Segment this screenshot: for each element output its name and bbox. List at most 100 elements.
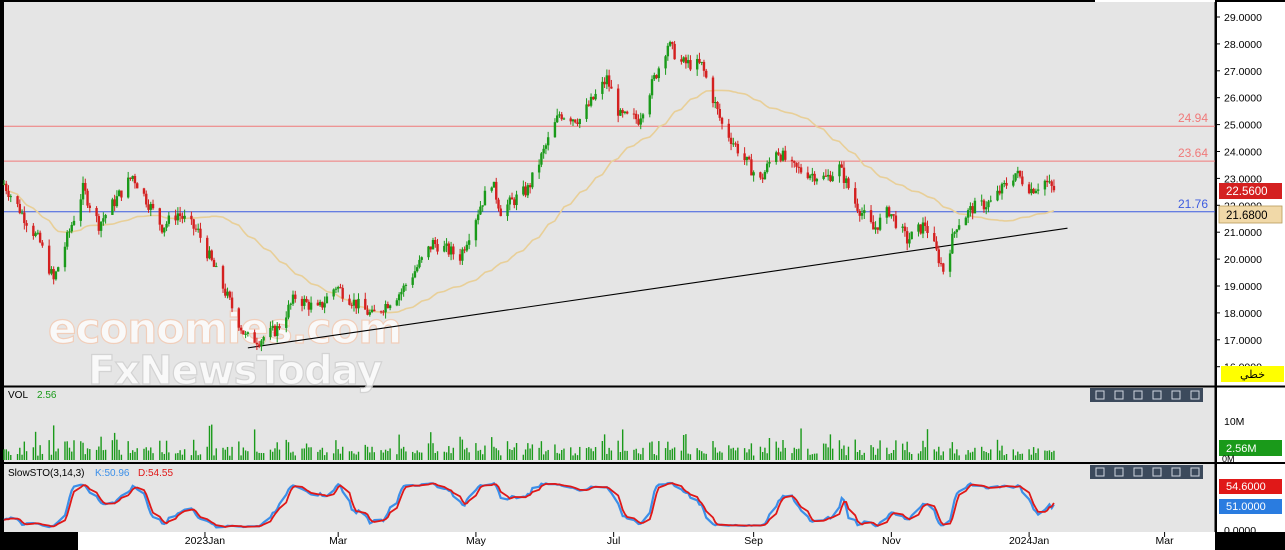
- candle-body: [244, 333, 247, 335]
- down-icon[interactable]: [1152, 467, 1162, 477]
- sto-d-line: [3, 482, 1055, 528]
- volume-bar: [481, 454, 484, 460]
- volume-bar: [624, 450, 626, 460]
- candle-body: [752, 172, 755, 176]
- volume-bar: [136, 448, 138, 460]
- candle-body: [253, 332, 256, 343]
- candle-body: [558, 114, 561, 116]
- volume-bar: [777, 447, 780, 460]
- volume-bar: [588, 447, 590, 460]
- more-icon[interactable]: [1190, 467, 1200, 477]
- volume-bar: [920, 451, 922, 460]
- volume-bar: [759, 446, 762, 460]
- volume-bar: [667, 441, 669, 460]
- volume-bar: [671, 448, 674, 460]
- up-icon[interactable]: [1133, 390, 1143, 400]
- candle-body: [1045, 180, 1049, 183]
- trendline-layer: [247, 227, 1068, 349]
- volume-bar: [621, 429, 624, 460]
- candle-body: [637, 119, 640, 125]
- volume-bar: [34, 431, 37, 460]
- candle-body: [987, 201, 990, 208]
- candle-body: [616, 88, 620, 116]
- volume-bar: [601, 440, 604, 460]
- up-icon[interactable]: [1133, 467, 1143, 477]
- candle-body: [603, 81, 606, 85]
- volume-bar: [522, 454, 525, 460]
- candle-body: [104, 214, 107, 219]
- close-icon[interactable]: [1095, 390, 1105, 400]
- price-tick-label: 20.0000: [1224, 254, 1262, 266]
- candle-body: [908, 239, 911, 244]
- volume-bar: [890, 453, 893, 460]
- candle-body: [431, 240, 435, 250]
- candle-body: [196, 228, 200, 230]
- candle-body: [887, 207, 891, 217]
- candle-body: [905, 231, 909, 244]
- candle-body: [178, 213, 182, 217]
- volume-bar: [610, 450, 613, 460]
- volume-bar: [159, 440, 161, 460]
- candle-body: [510, 197, 514, 200]
- candle-body: [321, 301, 324, 308]
- settings-icon[interactable]: [1171, 390, 1181, 400]
- price-tick-label: 21.0000: [1224, 227, 1262, 239]
- volume-bar: [859, 450, 861, 460]
- candle-body: [702, 61, 706, 71]
- volume-panel-toolbar[interactable]: [1090, 388, 1203, 402]
- volume-bar: [326, 452, 328, 460]
- price-tick-label: 29.0000: [1224, 12, 1262, 24]
- candle-body: [68, 231, 71, 233]
- candle-body: [578, 118, 581, 125]
- candle-body: [136, 183, 139, 189]
- candle-body: [32, 225, 35, 236]
- volume-bar: [82, 442, 84, 460]
- volume-bar: [953, 453, 956, 460]
- volume-bar: [721, 452, 723, 460]
- vol-tick-10m: 10M: [1224, 416, 1244, 428]
- candle-body: [490, 187, 493, 191]
- volume-bar: [1017, 451, 1019, 460]
- volume-bar: [967, 450, 969, 460]
- settings-icon[interactable]: [1171, 467, 1181, 477]
- close-icon[interactable]: [1095, 467, 1105, 477]
- candle-body: [858, 210, 861, 216]
- volume-bar: [21, 454, 23, 460]
- support-trendline: [247, 227, 1068, 349]
- candle-body: [479, 206, 482, 215]
- candle-body: [102, 218, 105, 222]
- candle-body: [838, 164, 841, 177]
- candle-body: [117, 190, 121, 197]
- price-tick-label: 28.0000: [1224, 39, 1262, 51]
- candle-body: [522, 186, 525, 195]
- vol-badge: [1219, 440, 1282, 456]
- candle-body: [528, 185, 532, 188]
- volume-bar: [400, 448, 403, 460]
- candle-body: [711, 77, 715, 104]
- volume-bar: [183, 449, 186, 460]
- window-icon[interactable]: [1114, 467, 1124, 477]
- volume-bar: [874, 454, 877, 460]
- candle-body: [639, 118, 642, 125]
- more-icon[interactable]: [1190, 390, 1200, 400]
- candle-body: [964, 217, 968, 226]
- candle-body: [553, 122, 557, 138]
- price-tick-label: 27.0000: [1224, 66, 1262, 78]
- candle-body: [255, 342, 259, 345]
- candle-body: [635, 113, 638, 120]
- candle-body: [355, 299, 358, 309]
- price-tick-label: 23.0000: [1224, 173, 1262, 185]
- window-icon[interactable]: [1114, 390, 1124, 400]
- candle-body: [158, 208, 161, 225]
- sto-panel-toolbar[interactable]: [1090, 465, 1203, 479]
- down-icon[interactable]: [1152, 390, 1162, 400]
- volume-bar: [104, 449, 107, 460]
- candle-body: [1052, 185, 1056, 191]
- yellow-label-badge[interactable]: [1221, 366, 1284, 382]
- volume-bar: [414, 453, 416, 460]
- candle-body: [145, 193, 148, 205]
- volume-bar: [910, 453, 913, 460]
- volume-bar: [877, 448, 879, 460]
- candle-body: [544, 145, 548, 149]
